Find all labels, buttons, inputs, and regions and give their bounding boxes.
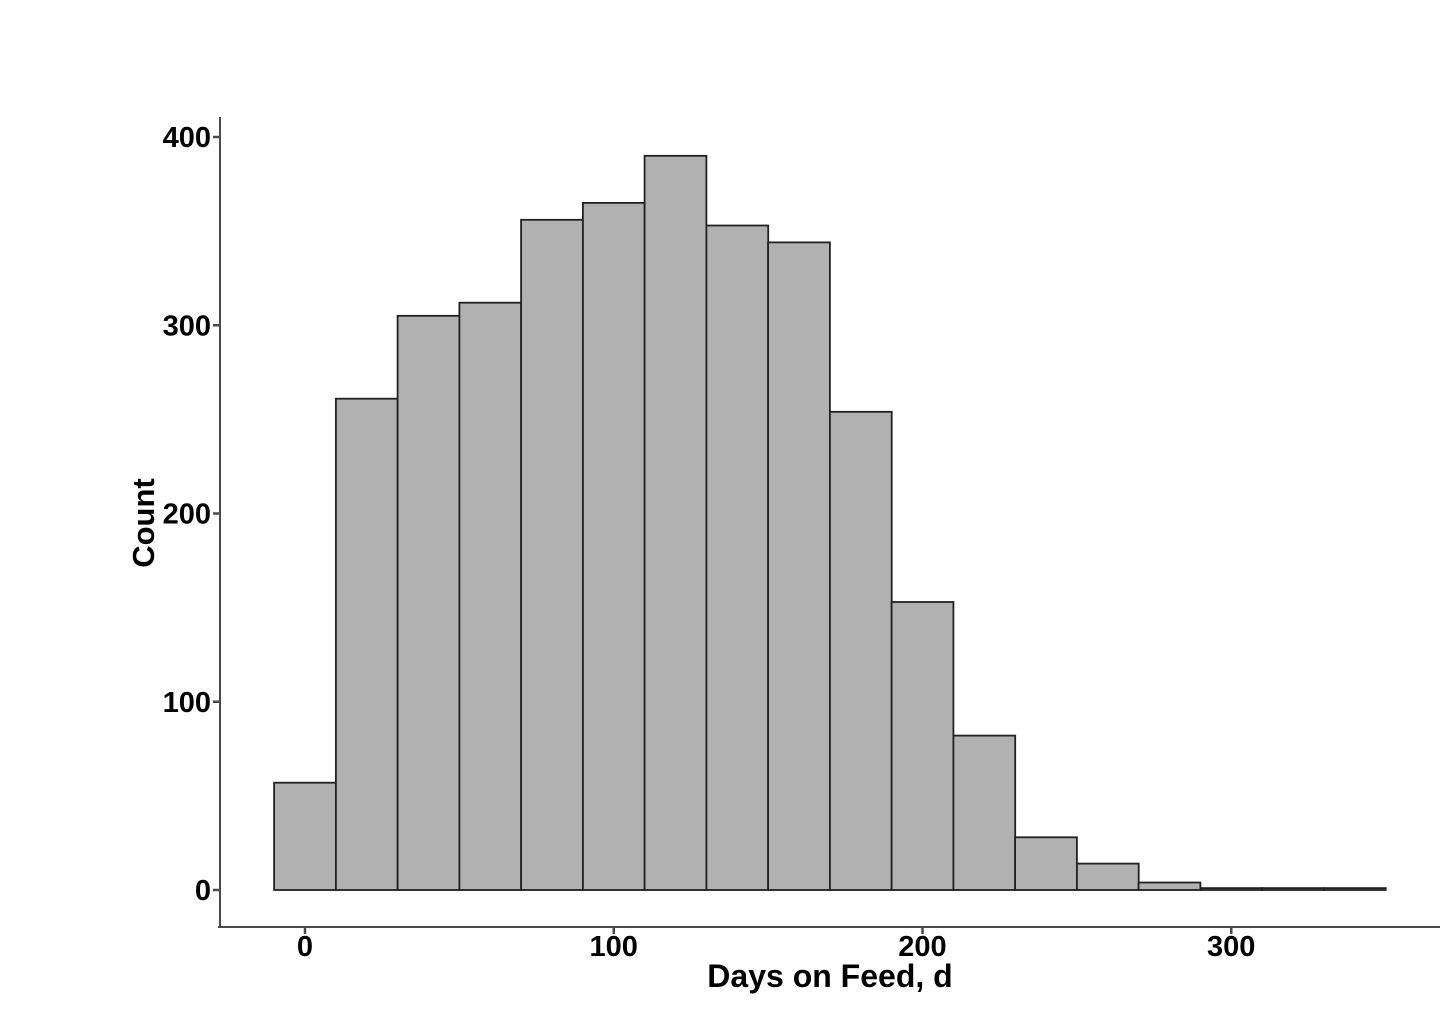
- histogram-bar: [952, 734, 1017, 891]
- x-ticks-group: 0 100 200 300: [297, 927, 1255, 963]
- y-ticks-group: 0 100 200 300 400: [163, 122, 220, 907]
- y-tick-label: 300: [163, 310, 211, 342]
- y-tick-label: 200: [163, 499, 211, 531]
- bars-group: [273, 154, 1387, 891]
- y-tick-label: 100: [163, 687, 211, 719]
- histogram-bar: [829, 410, 893, 891]
- histogram-bar: [334, 397, 399, 891]
- y-tick-label: 0: [195, 875, 211, 907]
- histogram-bar: [1261, 887, 1325, 891]
- histogram-bar: [458, 301, 523, 891]
- histogram-bar: [767, 241, 831, 891]
- histogram-bar: [582, 201, 646, 891]
- histogram-bar: [273, 781, 337, 891]
- histogram-bar: [890, 601, 955, 891]
- x-tick-label: 300: [1207, 931, 1255, 963]
- histogram-bar: [1137, 881, 1202, 891]
- histogram-bar: [705, 224, 770, 891]
- y-axis-title: Count: [126, 478, 161, 568]
- histogram-bar: [1323, 887, 1387, 891]
- histogram-bar: [643, 154, 708, 891]
- histogram-bar: [396, 314, 461, 891]
- y-tick-label: 400: [163, 122, 211, 154]
- histogram-bar: [1199, 887, 1264, 891]
- x-tick-label: 0: [297, 931, 313, 963]
- histogram-bar: [1014, 836, 1078, 891]
- histogram-bar: [1076, 862, 1140, 891]
- x-axis-title: Days on Feed, d: [707, 958, 952, 994]
- x-tick-label: 200: [898, 931, 946, 963]
- x-tick-label: 100: [590, 931, 638, 963]
- histogram-bar: [520, 218, 584, 891]
